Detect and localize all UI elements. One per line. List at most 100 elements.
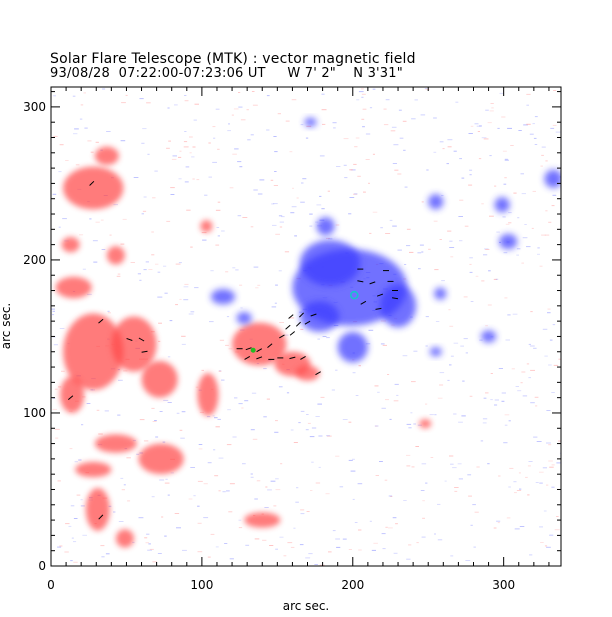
noise-speck [92,240,98,242]
noise-speck [242,217,248,218]
noise-speck [483,138,489,140]
noise-speck [469,395,473,397]
noise-speck [127,500,131,502]
field-vector [98,514,104,520]
noise-speck [157,296,163,298]
noise-speck [430,457,434,458]
noise-speck [309,225,313,227]
noise-speck [215,546,219,548]
noise-speck [245,544,250,546]
noise-speck [507,127,512,129]
noise-speck [164,482,170,484]
noise-speck [279,221,284,223]
noise-speck [490,103,494,104]
negative-polarity-region [316,217,335,236]
noise-speck [270,179,274,181]
noise-speck [369,520,372,522]
noise-speck [293,527,296,529]
noise-speck [275,284,278,286]
noise-speck [501,400,505,402]
noise-speck [213,137,216,139]
noise-speck [516,490,522,491]
noise-speck [453,342,459,344]
noise-speck [469,271,473,273]
noise-speck [327,190,330,192]
noise-speck [433,117,437,119]
noise-speck [353,163,357,165]
noise-speck [534,396,539,398]
noise-speck [314,564,318,565]
noise-speck [421,201,424,203]
noise-speck [237,161,242,163]
field-vector [392,297,399,300]
noise-speck [495,278,499,280]
noise-speck [59,545,63,547]
noise-speck [52,310,55,312]
noise-speck [350,470,356,472]
noise-speck [116,275,121,277]
noise-speck [227,130,231,132]
noise-speck [558,440,561,442]
noise-speck [434,533,436,535]
noise-speck [192,146,196,148]
noise-speck [358,529,362,531]
noise-speck [305,137,309,139]
noise-speck [229,483,235,485]
noise-speck [227,409,231,411]
noise-speck [377,391,380,393]
noise-speck [185,166,190,168]
noise-speck [51,308,55,310]
noise-speck [213,449,216,451]
noise-speck [255,287,259,289]
noise-speck [290,212,295,214]
noise-speck [556,462,561,464]
noise-speck [467,474,472,476]
noise-speck [215,244,220,246]
noise-speck [394,383,399,385]
noise-speck [152,421,157,422]
noise-speck [508,420,511,422]
noise-speck [254,538,260,540]
noise-speck [350,169,356,171]
noise-speck [73,541,77,543]
noise-speck [496,520,501,522]
noise-speck [300,201,305,203]
noise-speck [409,251,414,253]
field-vector [256,356,263,360]
noise-speck [228,511,233,513]
noise-speck [352,498,355,500]
noise-speck [251,392,257,394]
noise-speck [516,254,519,256]
noise-speck [189,152,192,154]
noise-speck [504,424,508,426]
noise-speck [79,118,83,120]
noise-speck [375,425,378,427]
noise-speck [463,338,468,340]
noise-speck [82,268,86,270]
noise-speck [250,226,254,228]
field-vector [279,334,285,339]
noise-speck [53,95,56,97]
noise-speck [210,533,215,535]
noise-speck [526,104,529,106]
field-vector [310,313,317,317]
noise-speck [381,407,386,409]
noise-speck [406,228,411,230]
noise-speck [437,397,443,399]
noise-speck [354,522,358,523]
noise-speck [519,488,522,490]
marker-green-dot [250,347,256,353]
noise-speck [520,382,523,384]
noise-speck [273,136,277,137]
noise-speck [550,127,555,129]
noise-speck [86,293,92,295]
noise-speck [517,217,520,219]
noise-speck [142,128,147,130]
noise-speck [470,301,474,302]
noise-speck [559,452,561,454]
noise-speck [506,517,511,519]
noise-speck [530,369,535,371]
noise-speck [488,270,491,272]
noise-speck [422,500,425,502]
noise-speck [61,370,65,372]
